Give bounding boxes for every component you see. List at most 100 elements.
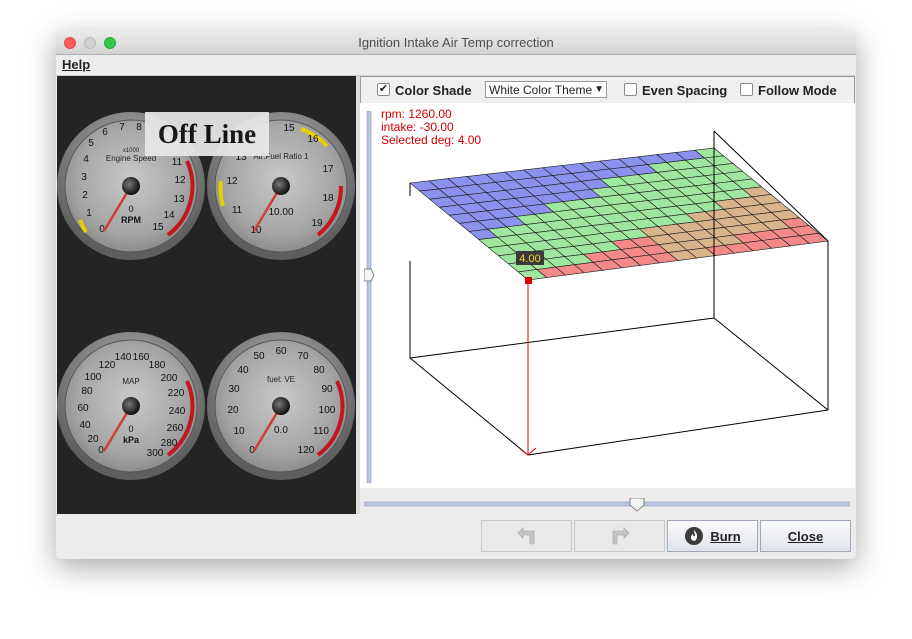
rpm-hub [122,177,140,195]
title-bar: Ignition Intake Air Temp correction [56,31,856,55]
minimize-window-button[interactable] [84,37,96,49]
redo-icon [612,527,630,545]
redo-button[interactable] [574,520,665,552]
maximize-window-button[interactable] [104,37,116,49]
surface-3d-view: 4.00 [409,130,829,456]
map-tick-label: 160 [133,352,150,363]
gauge-cluster: 0 1 2 3 4 5 6 7 8 11 12 13 14 15 x1000 E… [57,112,355,480]
rpm-tick-label: 5 [88,138,94,149]
map-tick-label: 60 [77,403,89,414]
map-gauge: 0 20 40 60 80 100 120 140 160 180 200 22… [57,332,205,480]
rpm-tick-label: 7 [119,122,125,133]
map-tick-label: 240 [169,406,186,417]
undo-button[interactable] [481,520,572,552]
map-tick-label: 200 [161,373,178,384]
even-spacing-label: Even Spacing [642,83,728,98]
afr-gauge-value: 10.00 [268,207,293,218]
rpm-gauge-title: Engine Speed [106,154,156,163]
gauge-panel: 0 1 2 3 4 5 6 7 8 11 12 13 14 15 x1000 E… [57,76,356,514]
afr-tick-label: 17 [322,164,334,175]
ve-tick-label: 90 [321,384,333,395]
afr-tick-label: 19 [311,218,323,229]
close-window-button[interactable] [64,37,76,49]
map-gauge-unit: kPa [123,435,140,445]
ve-tick-label: 0 [249,445,255,456]
rpm-tick-label: 14 [163,210,175,221]
afr-tick-label: 12 [226,176,238,187]
rpm-gauge-unit: RPM [121,215,141,225]
afr-gauge-title: Air:Fuel Ratio 1 [253,152,309,161]
afr-tick-label: 11 [232,205,243,216]
selected-cell-marker[interactable] [525,277,532,284]
ve-tick-label: 80 [313,365,325,376]
burn-icon [685,527,704,545]
close-button-label: Close [787,528,824,544]
fuel-ve-gauge: 0 10 20 30 40 50 60 70 80 90 100 110 120… [207,332,355,480]
theme-selected-value: White Color Theme [489,83,593,97]
ve-tick-label: 50 [253,351,265,362]
color-shade-label: Color Shade [395,83,472,98]
rpm-tick-label: 0 [99,224,105,235]
rpm-tick-label: 11 [172,157,183,168]
map-tick-label: 260 [167,423,184,434]
map-gauge-title: MAP [122,377,139,386]
ve-tick-label: 110 [313,426,329,437]
map-tick-label: 140 [115,352,132,363]
table-3d-panel: ✔ Color Shade White Color Theme ▼ Even S… [360,76,855,514]
ve-gauge-value: 0.0 [274,425,288,436]
map-tick-label: 80 [81,386,93,397]
undo-icon [516,527,534,545]
main-window: Ignition Intake Air Temp correction Help [56,31,856,559]
burn-button[interactable]: Burn [667,520,758,552]
surface-bounding-box [409,130,829,456]
surface-cells [409,147,829,281]
surface-plot-area[interactable]: rpm: 1260.00 intake: -30.00 Selected deg… [360,103,855,488]
ve-tick-label: 20 [227,405,239,416]
rpm-tick-label: 4 [83,154,89,165]
rpm-tick-label: 12 [174,175,186,186]
vertical-rotation-slider[interactable] [364,111,374,483]
offline-overlay: Off Line [145,112,269,156]
rpm-tick-label: 8 [136,122,142,133]
split-pane-divider[interactable] [356,76,360,514]
vertical-slider-thumb[interactable] [364,268,374,282]
theme-dropdown[interactable]: White Color Theme ▼ [485,81,607,98]
burn-button-label: Burn [710,528,741,544]
map-tick-label: 220 [168,388,185,399]
plot-toolbar: ✔ Color Shade White Color Theme ▼ Even S… [360,76,855,104]
intake-readout: intake: -30.00 [381,120,454,134]
window-title: Ignition Intake Air Temp correction [358,35,554,50]
map-tick-label: 280 [161,438,178,449]
even-spacing-checkbox[interactable] [624,83,637,96]
color-shade-checkbox[interactable]: ✔ [377,83,390,96]
rpm-tick-label: 1 [86,208,92,219]
afr-tick-label: 15 [283,123,295,134]
afr-hub [272,177,290,195]
ve-gauge-title: fuel: VE [267,375,295,384]
ve-tick-label: 70 [297,351,309,362]
menu-bar: Help [56,55,856,76]
horizontal-slider-thumb[interactable] [629,498,645,512]
button-bar: Burn Close [56,514,856,559]
selected-cell-tag [516,251,544,265]
rpm-tick-label: 3 [81,172,87,183]
ve-tick-label: 30 [228,384,240,395]
ve-tick-label: 40 [237,365,249,376]
checkmark-icon: ✔ [378,83,389,95]
ve-tick-label: 60 [275,346,287,357]
map-gauge-value: 0 [128,424,133,434]
close-button[interactable]: Close [760,520,851,552]
ve-hub [272,397,290,415]
map-tick-label: 180 [149,360,166,371]
rpm-gauge-value: 0 [128,204,133,214]
horizontal-rotation-slider[interactable] [364,498,850,512]
rpm-tick-label: 6 [102,127,108,138]
afr-tick-label: 16 [307,134,319,145]
rpm-multiplier: x1000 [123,148,140,154]
follow-mode-checkbox[interactable] [740,83,753,96]
selection-floor-marker [519,447,537,456]
selected-cell-value: 4.00 [519,253,540,265]
menu-help[interactable]: Help [62,57,91,72]
rpm-tick-label: 13 [173,194,185,205]
ve-tick-label: 100 [319,405,336,416]
